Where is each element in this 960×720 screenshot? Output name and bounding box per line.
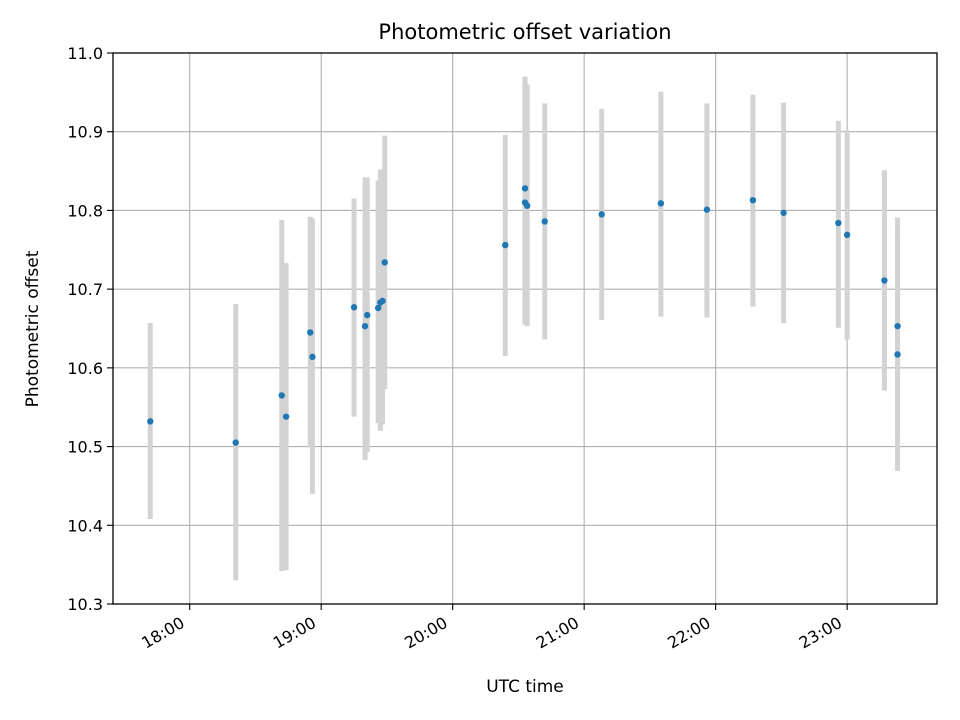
data-point	[780, 209, 787, 216]
data-point	[657, 200, 665, 207]
chart-title: Photometric offset variation	[378, 20, 671, 44]
data-point	[703, 206, 711, 213]
data-point	[232, 439, 239, 446]
data-point	[379, 297, 386, 305]
x-axis-label: UTC time	[486, 677, 564, 697]
data-point	[598, 211, 605, 218]
y-axis-ticks: 10.3 10.4 10.5 10.6 10.7 10.8 10.9 11.0	[67, 44, 113, 614]
data-point	[282, 413, 290, 420]
y-tick-label: 10.6	[67, 359, 103, 378]
y-axis-label: Photometric offset	[23, 250, 43, 407]
y-tick-label: 10.4	[67, 516, 103, 535]
data-point	[364, 311, 371, 319]
data-point	[147, 418, 154, 425]
data-point	[502, 241, 509, 249]
y-tick-label: 10.3	[67, 595, 103, 614]
data-point	[350, 304, 358, 311]
data-point	[521, 185, 529, 192]
data-point	[381, 259, 388, 266]
data-point	[309, 353, 316, 361]
data-point	[894, 351, 901, 358]
y-tick-label: 10.8	[67, 201, 103, 220]
y-tick-label: 10.7	[67, 280, 103, 299]
plot-frame	[112, 52, 938, 605]
data-point	[749, 196, 757, 204]
data-point	[843, 231, 851, 239]
data-points	[147, 185, 901, 446]
y-tick-label: 10.5	[67, 438, 103, 457]
data-point	[307, 329, 314, 336]
data-point	[278, 392, 285, 399]
data-point	[894, 322, 901, 330]
y-tick-label: 10.9	[67, 123, 103, 142]
y-tick-label: 11.0	[67, 44, 103, 63]
data-point	[523, 202, 531, 209]
data-point	[374, 304, 382, 312]
data-point	[881, 277, 888, 284]
data-point	[835, 219, 842, 227]
data-point	[361, 322, 369, 330]
data-point	[541, 218, 548, 225]
